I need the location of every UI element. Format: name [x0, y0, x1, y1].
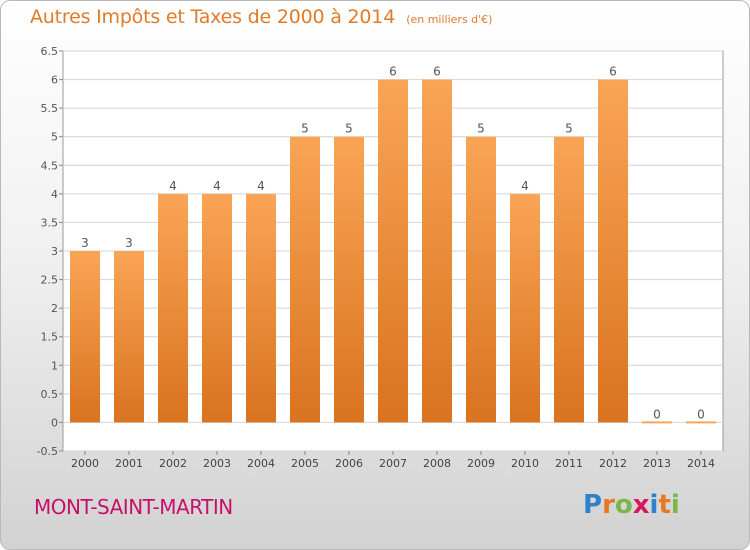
x-tick-label: 2000 [71, 457, 99, 470]
y-tick-label: 1 [51, 359, 58, 372]
logo-letter: x [632, 490, 650, 520]
logo-letter: t [658, 490, 671, 520]
x-tick-label: 2008 [423, 457, 451, 470]
chart-title-unit: (en milliers d'€) [406, 13, 493, 26]
bar [70, 251, 100, 423]
x-axis-ticks: 2000 2001 2002 2003 2004 2005 2006 2007 2008 2009… [71, 451, 715, 470]
bar-value-label: 0 [653, 407, 661, 421]
bar-value-label: 5 [345, 122, 353, 136]
x-tick-label: 2002 [159, 457, 187, 470]
bar [510, 193, 540, 423]
y-tick-label: 2 [51, 302, 58, 315]
y-tick-label: 5.5 [41, 102, 59, 115]
bar [378, 79, 408, 423]
bar-value-label: 4 [213, 179, 221, 193]
bar [290, 136, 320, 423]
y-tick-label: 6 [51, 74, 58, 87]
y-tick-label: 1.5 [41, 331, 59, 344]
x-tick-label: 2006 [335, 457, 363, 470]
bar [598, 79, 628, 423]
bar-value-label: 0 [697, 407, 705, 421]
y-axis-ticks: -0.5 0 0.5 1 1.5 2 2.5 3 3.5 4 4.5 5 5.5 6 6.5 [37, 45, 63, 458]
x-tick-label: 2011 [555, 457, 583, 470]
y-tick-label: 4 [51, 188, 58, 201]
x-tick-label: 2013 [643, 457, 671, 470]
bar-value-label: 5 [565, 122, 573, 136]
bar-value-label: 4 [521, 179, 529, 193]
bar-value-label: 6 [389, 65, 397, 79]
y-tick-label: -0.5 [37, 445, 58, 458]
commune-name: MONT-SAINT-MARTIN [34, 495, 233, 519]
y-tick-label: 0 [51, 416, 58, 429]
bar [466, 136, 496, 423]
y-tick-label: 3 [51, 245, 58, 258]
chart-title: Autres Impôts et Taxes de 2000 à 2014 (e… [30, 6, 492, 28]
bar-value-label: 6 [433, 65, 441, 79]
y-tick-label: 0.5 [41, 388, 59, 401]
bar-value-label: 5 [301, 122, 309, 136]
bar [554, 136, 584, 423]
x-tick-label: 2014 [687, 457, 715, 470]
x-tick-label: 2003 [203, 457, 231, 470]
logo-letter: P [583, 490, 603, 520]
bar-value-label: 4 [169, 179, 177, 193]
bar [422, 79, 452, 423]
bar-value-label: 3 [81, 236, 89, 250]
bar [334, 136, 364, 423]
logo-letter: i [649, 490, 659, 520]
chart-title-main: Autres Impôts et Taxes de 2000 à 2014 [30, 6, 396, 28]
y-tick-label: 6.5 [41, 45, 59, 58]
y-tick-label: 2.5 [41, 274, 59, 287]
logo-letter: r [602, 490, 615, 520]
bar [202, 193, 232, 423]
bar-value-label: 6 [609, 65, 617, 79]
x-tick-label: 2012 [599, 457, 627, 470]
bar-value-label: 4 [257, 179, 265, 193]
x-tick-label: 2005 [291, 457, 319, 470]
proxiti-logo[interactable]: Proxiti [583, 490, 680, 520]
x-tick-label: 2007 [379, 457, 407, 470]
y-tick-label: 3.5 [41, 216, 59, 229]
x-tick-label: 2010 [511, 457, 539, 470]
bar [246, 193, 276, 423]
bar-value-label: 3 [125, 236, 133, 250]
logo-letter: i [670, 490, 680, 520]
y-tick-label: 4.5 [41, 159, 59, 172]
x-tick-label: 2004 [247, 457, 275, 470]
bars: 3 3 4 4 4 5 5 6 6 5 4 5 6 0 0 [70, 65, 716, 424]
x-tick-label: 2001 [115, 457, 143, 470]
logo-letter: o [614, 490, 633, 520]
bar [158, 193, 188, 423]
bar [114, 251, 144, 423]
y-tick-label: 5 [51, 131, 58, 144]
bar-value-label: 5 [477, 122, 485, 136]
x-tick-label: 2009 [467, 457, 495, 470]
